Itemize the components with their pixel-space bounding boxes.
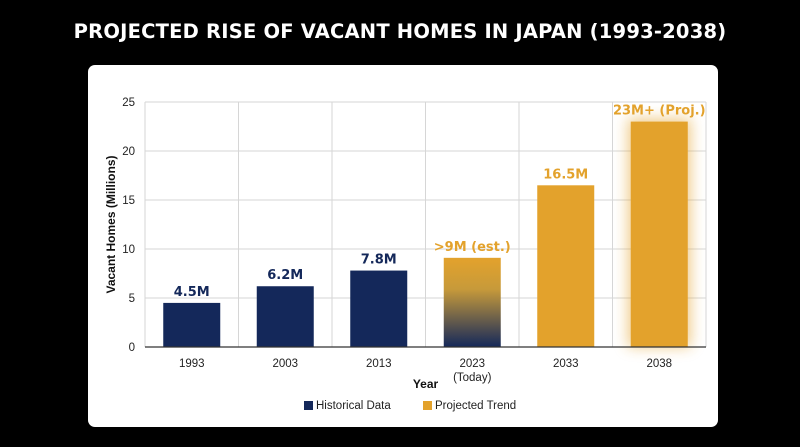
page-title: PROJECTED RISE OF VACANT HOMES IN JAPAN …	[73, 20, 727, 43]
legend-swatch	[423, 401, 432, 410]
legend-label: Historical Data	[316, 400, 391, 412]
bars	[163, 118, 691, 347]
data-labels: 4.5M 6.2M 7.8M >9M (est.) 16.5M 23M+ (Proj.)	[174, 104, 706, 300]
x-tick-sublabel: (Today)	[453, 372, 492, 384]
bar	[537, 185, 595, 347]
data-label: 6.2M	[267, 268, 303, 283]
legend-swatch	[304, 401, 313, 410]
bar	[443, 257, 501, 347]
legend-label: Projected Trend	[435, 400, 516, 412]
bar	[350, 270, 408, 347]
y-tick-label: 0	[129, 342, 135, 354]
chart-card: 4.5M 6.2M 7.8M >9M (est.) 16.5M 23M+ (Proj.) …	[88, 65, 718, 427]
y-tick-label: 15	[122, 195, 135, 207]
x-tick-label: 2033	[553, 358, 579, 370]
bar	[256, 286, 314, 347]
axes: 0 5 10 15 20 25 1993 2003 2013 2023 (Today) 2033 203…	[122, 97, 706, 384]
bar	[163, 302, 221, 347]
data-label: 16.5M	[543, 167, 588, 182]
y-tick-label: 5	[129, 293, 135, 305]
y-tick-label: 10	[122, 244, 135, 256]
legend: Historical Data Projected Trend	[304, 400, 516, 412]
bar	[630, 121, 688, 347]
y-tick-label: 25	[122, 97, 135, 109]
x-tick-label: 2023	[459, 358, 485, 370]
y-tick-label: 20	[122, 146, 135, 158]
data-label: >9M (est.)	[434, 240, 511, 255]
data-label: 23M+ (Proj.)	[613, 104, 706, 119]
data-label: 4.5M	[174, 285, 210, 300]
x-tick-label: 2013	[366, 358, 392, 370]
x-tick-label: 1993	[179, 358, 205, 370]
data-label: 7.8M	[361, 253, 397, 268]
x-tick-label: 2003	[272, 358, 298, 370]
x-axis-title: Year	[413, 377, 439, 391]
grid-lines	[144, 101, 707, 348]
y-axis-title: Vacant Homes (Millions)	[104, 155, 118, 293]
x-tick-label: 2038	[646, 358, 672, 370]
